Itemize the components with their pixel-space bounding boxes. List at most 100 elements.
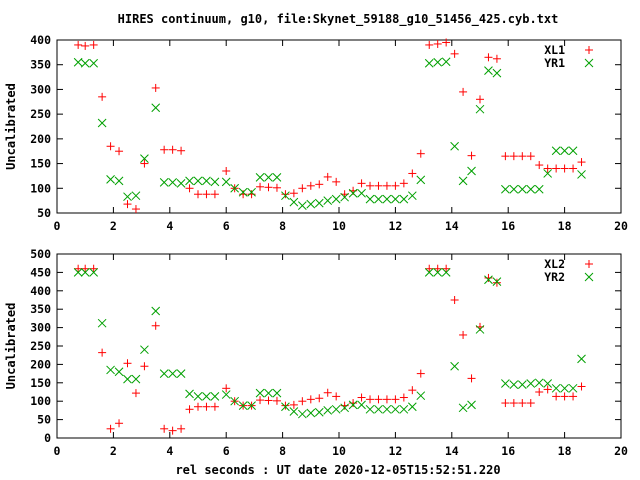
data-point <box>289 197 299 207</box>
data-point <box>289 189 298 198</box>
data-point <box>177 424 186 433</box>
data-point <box>281 190 290 199</box>
data-point <box>577 158 586 167</box>
data-point <box>577 170 586 179</box>
y-tick-label: 50 <box>37 413 51 427</box>
legend-marker <box>584 58 594 68</box>
data-point <box>168 369 177 378</box>
data-point <box>568 146 578 156</box>
data-point <box>391 404 400 414</box>
data-point <box>442 264 451 273</box>
data-point <box>221 177 231 187</box>
data-point <box>551 146 561 156</box>
data-point <box>74 264 83 273</box>
data-point <box>315 394 324 403</box>
data-point <box>459 87 468 96</box>
data-point <box>160 424 169 433</box>
data-point <box>131 205 140 214</box>
data-point <box>177 146 186 155</box>
data-point <box>256 396 265 405</box>
data-point <box>526 379 536 388</box>
data-point <box>97 118 107 128</box>
data-point <box>264 396 273 405</box>
x-axis-label: rel seconds : UT date 2020-12-05T15:52:5… <box>175 463 500 477</box>
data-point <box>509 380 519 389</box>
data-point <box>222 384 231 393</box>
data-point <box>552 392 561 401</box>
data-point <box>340 403 349 413</box>
data-point <box>450 49 459 58</box>
data-point <box>306 199 316 209</box>
data-point <box>264 173 273 182</box>
data-point <box>433 264 442 273</box>
data-point <box>543 164 552 173</box>
x-tick-label: 12 <box>388 444 402 458</box>
data-point <box>560 164 569 173</box>
data-point <box>357 393 366 402</box>
data-point <box>202 176 211 186</box>
data-point <box>238 401 248 410</box>
x-tick-label: 16 <box>501 219 515 233</box>
data-point <box>298 397 307 406</box>
data-point <box>89 264 98 273</box>
data-point <box>185 176 194 186</box>
data-point <box>332 392 341 401</box>
data-point <box>323 406 333 415</box>
data-point <box>442 38 451 47</box>
data-point <box>348 400 358 410</box>
data-point <box>176 369 186 378</box>
data-point <box>202 402 211 411</box>
data-point <box>560 146 569 156</box>
data-point <box>185 405 194 414</box>
y-tick-label: 400 <box>30 284 51 298</box>
data-point <box>323 388 332 397</box>
data-point <box>407 191 417 201</box>
chart-title: HIRES continuum, g10, file:Skynet_59188_… <box>118 12 559 27</box>
data-point <box>467 400 476 410</box>
data-point <box>210 392 220 401</box>
data-point <box>185 389 194 399</box>
data-point <box>348 188 358 198</box>
data-point <box>501 399 510 408</box>
data-point <box>475 325 485 334</box>
data-point <box>425 40 434 49</box>
y-tick-label: 300 <box>30 321 51 335</box>
data-point <box>97 318 107 328</box>
y-axis-label: Uncalibrated <box>4 83 18 170</box>
data-point <box>382 404 392 414</box>
x-tick-label: 10 <box>332 219 346 233</box>
data-point <box>475 104 485 114</box>
data-point <box>314 198 324 208</box>
data-point <box>416 369 425 378</box>
data-point <box>98 348 107 357</box>
data-point <box>484 275 493 285</box>
data-point <box>176 178 186 188</box>
series-XL2 <box>74 264 586 435</box>
legend-label: XL2 <box>544 257 565 271</box>
data-point <box>509 152 518 161</box>
data-point <box>441 57 451 67</box>
data-point <box>416 391 426 401</box>
data-point <box>264 183 273 192</box>
data-point <box>272 396 281 405</box>
data-point <box>331 194 341 204</box>
data-point <box>289 400 298 409</box>
data-point <box>501 152 510 161</box>
data-point <box>306 181 315 190</box>
data-point <box>185 184 194 193</box>
data-point <box>238 187 248 197</box>
data-point <box>467 151 476 160</box>
data-point <box>534 378 544 388</box>
legend-marker <box>585 260 593 268</box>
data-point <box>114 367 124 377</box>
data-point <box>255 173 265 182</box>
x-tick-label: 20 <box>614 219 628 233</box>
x-tick-label: 10 <box>332 444 346 458</box>
y-axis-label: Uncalibrated <box>4 303 18 390</box>
data-point <box>140 154 149 163</box>
data-point <box>408 386 417 395</box>
data-point <box>151 321 160 330</box>
x-tick-label: 20 <box>614 444 628 458</box>
data-point <box>492 277 502 286</box>
